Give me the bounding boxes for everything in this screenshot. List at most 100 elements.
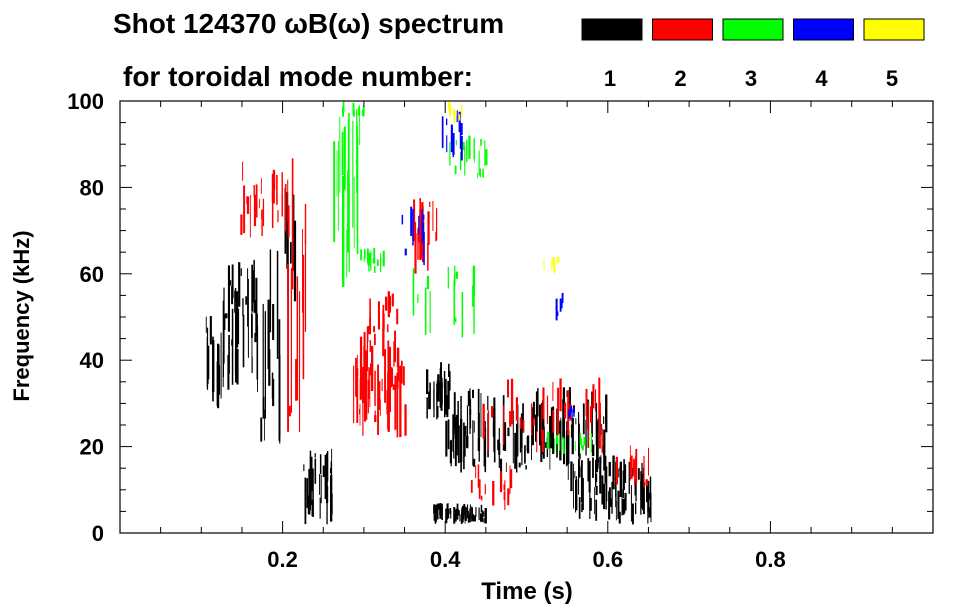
mark-n=1-r8 (619, 466, 621, 471)
mark-n=1-r6 (535, 391, 538, 432)
mark-n=3-r3 (461, 292, 464, 338)
mark-n=3-r2 (485, 149, 488, 166)
mark-n=1-r6 (472, 420, 474, 466)
mark-n=1-r1 (227, 265, 230, 332)
mark-n=2-r0 (240, 214, 243, 235)
mark-n=1-r4 (324, 454, 327, 500)
mark-n=2-r2 (397, 347, 400, 382)
mark-n=2-r0 (272, 169, 275, 204)
mark-n=2-r2 (359, 403, 361, 426)
mark-n=1-r1 (237, 308, 240, 345)
mark-n=4-r2 (561, 292, 564, 303)
mark-n=3-r3 (429, 291, 431, 334)
mark-n=1-r6 (453, 450, 455, 459)
mark-n=2-r2 (399, 365, 402, 437)
mark-n=1-r8 (595, 459, 597, 487)
mark-n=1-r8 (622, 498, 625, 515)
mark-n=1-r2 (264, 409, 265, 441)
mark-n=2-r5 (509, 411, 512, 427)
mark-n=1-r1 (229, 280, 232, 286)
mark-n=1-r4 (330, 461, 332, 485)
mark-n=3-r0 (337, 140, 339, 231)
legend-swatch-mode-3 (722, 18, 784, 41)
mark-n=2-r2 (362, 378, 364, 436)
mark-n=2-r2 (359, 378, 361, 401)
mark-n=2-r2 (369, 340, 371, 352)
mark-n=1-r8 (581, 503, 583, 513)
mark-n=5-r1 (554, 262, 556, 274)
mark-n=1-r8 (592, 457, 594, 478)
mark-n=3-r1 (368, 260, 370, 272)
mark-n=1-r8 (608, 462, 611, 477)
series-n=5 (448, 102, 560, 274)
mark-n=3-r3 (417, 294, 419, 303)
mark-n=1-r7 (454, 509, 457, 522)
mark-n=4-r2 (555, 298, 558, 311)
mark-n=1-r8 (641, 462, 643, 509)
mark-n=4-r2 (555, 305, 558, 321)
mark-n=2-r4 (419, 209, 422, 260)
mark-n=1-r6 (466, 405, 469, 449)
mark-n=2-r2 (367, 328, 369, 343)
mark-n=3-r1 (382, 250, 385, 267)
mark-n=2-r5 (536, 431, 538, 453)
mark-n=1-r3 (293, 220, 297, 302)
mark-n=1-r4 (326, 453, 328, 504)
mark-n=1-r8 (648, 507, 651, 518)
mark-n=3-r0 (343, 126, 346, 190)
mark-n=4-r1 (450, 124, 453, 153)
mark-n=1-r6 (500, 458, 503, 472)
mark-n=1-r7 (483, 511, 485, 517)
mark-n=1-r7 (480, 504, 483, 513)
mark-n=1-r6 (469, 409, 472, 415)
mark-n=1-r4 (303, 464, 305, 472)
mark-n=1-r8 (618, 468, 620, 478)
mark-n=1-r1 (251, 264, 253, 312)
mark-n=1-r6 (578, 412, 580, 457)
mark-n=3-r3 (473, 292, 475, 335)
mark-n=1-r6 (535, 414, 537, 442)
mark-n=1-r8 (646, 481, 649, 503)
mark-n=3-r4 (554, 438, 556, 453)
mark-n=1-r6 (466, 436, 469, 448)
mark-n=1-r0 (220, 332, 222, 399)
mark-n=1-r6 (507, 427, 510, 437)
mark-n=4-r1 (456, 110, 458, 123)
mark-n=2-r4 (436, 208, 438, 241)
mark-n=2-r7 (480, 495, 483, 501)
mark-n=1-r7 (450, 510, 452, 519)
mark-n=1-r1 (234, 288, 237, 301)
mark-n=2-r3 (385, 296, 388, 311)
mark-n=3-r2 (482, 168, 484, 178)
y-tick-label: 20 (80, 435, 104, 460)
mark-n=1-r0 (207, 345, 210, 380)
mark-n=3-r0 (342, 176, 345, 287)
mark-n=3-r1 (374, 265, 376, 273)
mark-n=1-r6 (460, 455, 462, 473)
mark-n=2-r4 (421, 206, 424, 221)
mark-n=1-r6 (549, 416, 551, 470)
mark-n=1-r8 (618, 511, 621, 524)
mark-n=1-r6 (463, 430, 465, 449)
mark-n=1-r1 (238, 262, 241, 307)
mark-n=2-r4 (427, 242, 429, 271)
mark-n=2-r5 (552, 410, 555, 433)
mark-n=1-r4 (312, 468, 314, 517)
mark-n=3-r0 (353, 176, 355, 249)
mark-n=2-r1 (290, 268, 292, 413)
mark-n=1-r7 (439, 503, 441, 516)
mark-n=3-r3 (424, 287, 427, 335)
mark-n=2-r0 (277, 210, 279, 223)
mark-n=1-r7 (475, 507, 477, 517)
mark-n=2-r5 (503, 405, 505, 445)
mark-n=1-r8 (632, 503, 634, 525)
mark-n=1-r4 (314, 458, 317, 484)
mark-n=2-r2 (366, 326, 368, 372)
mark-n=1-r8 (570, 461, 573, 492)
mark-n=1-r8 (635, 502, 637, 515)
mark-n=2-r7 (509, 469, 513, 489)
mark-n=2-r5 (531, 403, 533, 436)
mark-n=2-r2 (359, 336, 363, 400)
mark-n=1-r1 (223, 287, 225, 364)
y-tick-label: 80 (80, 175, 104, 200)
